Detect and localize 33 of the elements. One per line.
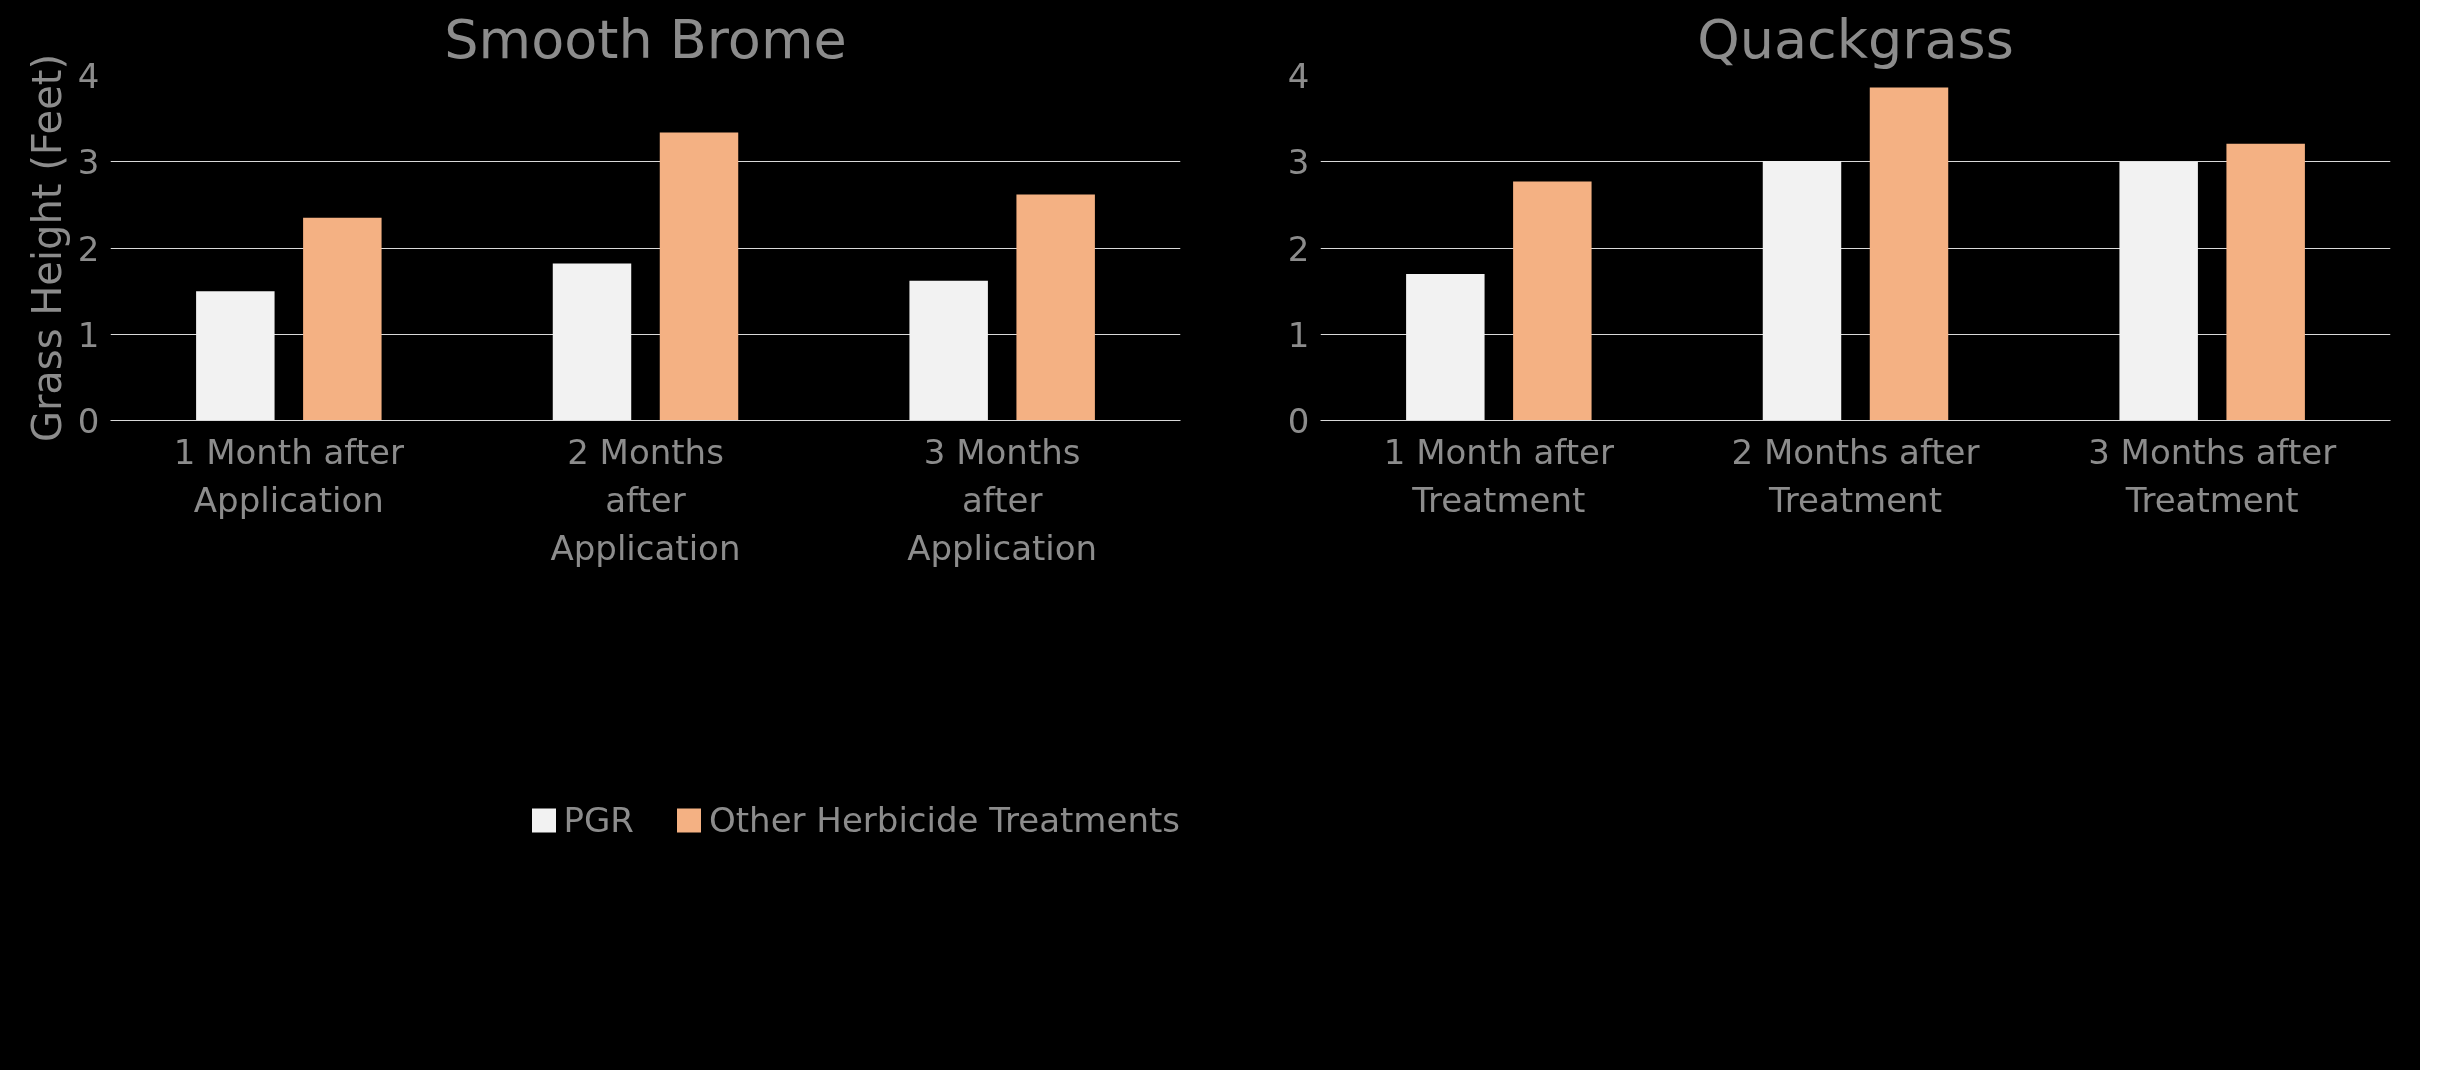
x-tick-label: 3 Months after Treatment [2088,431,2337,520]
bar [1406,273,1485,421]
bar [1513,181,1592,421]
y-tick-label: 4 [77,56,100,96]
y-tick-label: 1 [77,314,100,355]
bar [196,291,275,421]
y-tick-label: 3 [77,142,100,183]
y-tick-label: 3 [1287,142,1310,183]
bar [2119,161,2198,421]
bar [909,280,988,421]
bar [2226,143,2305,421]
y-tick-label: 1 [1287,314,1310,355]
legend-label: Other Herbicide Treatments [708,800,1180,840]
y-tick-label: 4 [1287,56,1310,96]
x-tick-label: 2 Months after Application [550,431,741,568]
y-tick-label: 0 [77,401,100,441]
bar [303,217,382,421]
bar [659,132,739,421]
bar [1869,87,1949,421]
chart-title: Quackgrass [1697,7,2014,71]
x-tick-label: 2 Months after Treatment [1731,431,1980,520]
y-axis-title: Grass Height (Feet) [23,53,70,443]
x-tick-label: 1 Month after Treatment [1383,431,1614,520]
legend-label: PGR [563,800,634,840]
bar [552,263,632,421]
y-tick-label: 2 [1287,228,1310,269]
x-tick-label: 1 Month after Application [173,431,404,520]
y-tick-label: 0 [1287,401,1310,441]
x-tick-label: 3 Months after Application [907,431,1098,568]
bar [1016,194,1095,421]
bar [1762,160,1842,421]
chart-title: Smooth Brome [444,7,847,71]
y-tick-label: 2 [77,228,100,269]
